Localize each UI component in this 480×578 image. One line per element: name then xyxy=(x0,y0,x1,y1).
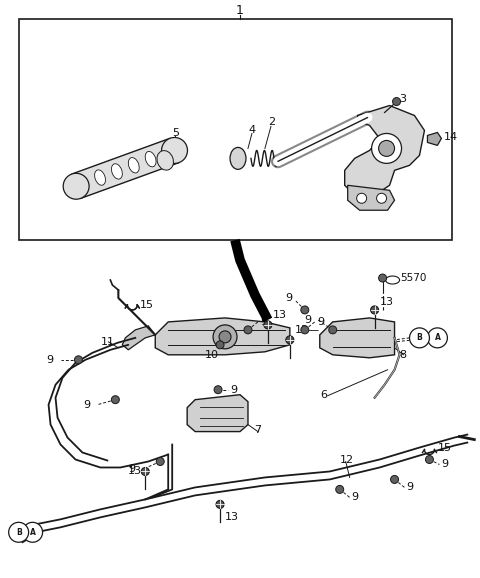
Polygon shape xyxy=(155,318,290,355)
Text: 7: 7 xyxy=(254,425,261,435)
Circle shape xyxy=(219,331,231,343)
Ellipse shape xyxy=(128,158,139,173)
Circle shape xyxy=(244,326,252,334)
Circle shape xyxy=(409,328,430,348)
Text: 13: 13 xyxy=(128,466,143,476)
Ellipse shape xyxy=(157,151,173,170)
Circle shape xyxy=(377,193,386,203)
Text: 2: 2 xyxy=(268,117,275,128)
Text: 9: 9 xyxy=(128,465,135,475)
Text: 1: 1 xyxy=(236,4,244,17)
Circle shape xyxy=(371,306,379,314)
Text: 14: 14 xyxy=(444,132,457,142)
Text: A: A xyxy=(434,334,440,342)
Text: 9: 9 xyxy=(84,399,91,410)
Polygon shape xyxy=(72,138,179,198)
Circle shape xyxy=(428,328,447,348)
Circle shape xyxy=(23,523,43,542)
Circle shape xyxy=(357,193,367,203)
Polygon shape xyxy=(428,132,442,146)
Text: 9: 9 xyxy=(352,492,359,502)
Text: 9: 9 xyxy=(260,317,267,327)
Circle shape xyxy=(425,455,433,464)
Text: 8: 8 xyxy=(399,350,407,360)
Text: 13: 13 xyxy=(225,512,239,523)
Text: 5: 5 xyxy=(172,128,179,139)
Text: 9: 9 xyxy=(285,293,292,303)
Text: 13: 13 xyxy=(273,310,287,320)
Polygon shape xyxy=(345,106,424,195)
Text: 9: 9 xyxy=(304,315,311,325)
Circle shape xyxy=(162,138,188,164)
Text: 11: 11 xyxy=(100,337,114,347)
Text: 5570: 5570 xyxy=(400,273,427,283)
Circle shape xyxy=(216,341,224,349)
Circle shape xyxy=(9,523,29,542)
Circle shape xyxy=(372,134,402,164)
Polygon shape xyxy=(348,186,395,210)
Text: 9: 9 xyxy=(47,355,54,365)
Text: B: B xyxy=(16,528,22,537)
Text: B: B xyxy=(417,334,422,342)
Circle shape xyxy=(213,325,237,349)
Circle shape xyxy=(156,458,164,465)
Text: 9: 9 xyxy=(442,460,448,469)
Text: A: A xyxy=(30,528,36,537)
Ellipse shape xyxy=(95,170,106,185)
Bar xyxy=(19,18,452,240)
Circle shape xyxy=(379,140,395,157)
Circle shape xyxy=(393,98,400,106)
Text: 13—: 13— xyxy=(295,325,320,335)
Ellipse shape xyxy=(111,164,122,179)
Text: 9: 9 xyxy=(317,317,324,327)
Text: 3: 3 xyxy=(399,94,407,103)
Circle shape xyxy=(391,476,398,483)
Text: 9: 9 xyxy=(407,483,414,492)
Circle shape xyxy=(301,326,309,334)
Polygon shape xyxy=(320,318,395,358)
Circle shape xyxy=(74,356,83,364)
Polygon shape xyxy=(187,395,248,432)
Circle shape xyxy=(329,326,336,334)
Text: 13: 13 xyxy=(380,297,394,307)
Circle shape xyxy=(301,306,309,314)
Text: 12: 12 xyxy=(340,454,354,465)
Text: 10: 10 xyxy=(205,350,219,360)
Circle shape xyxy=(216,501,224,509)
Text: 15: 15 xyxy=(140,300,154,310)
Circle shape xyxy=(264,321,272,329)
Circle shape xyxy=(141,468,149,476)
Ellipse shape xyxy=(230,147,246,169)
Text: 9: 9 xyxy=(230,385,237,395)
Circle shape xyxy=(214,386,222,394)
Text: 15: 15 xyxy=(437,443,451,453)
Text: 6: 6 xyxy=(320,390,327,400)
Text: 4: 4 xyxy=(248,125,255,135)
Circle shape xyxy=(63,173,89,199)
Circle shape xyxy=(379,274,386,282)
Circle shape xyxy=(336,486,344,494)
Ellipse shape xyxy=(145,151,156,167)
Circle shape xyxy=(111,396,120,403)
Polygon shape xyxy=(122,326,155,350)
Circle shape xyxy=(286,336,294,344)
